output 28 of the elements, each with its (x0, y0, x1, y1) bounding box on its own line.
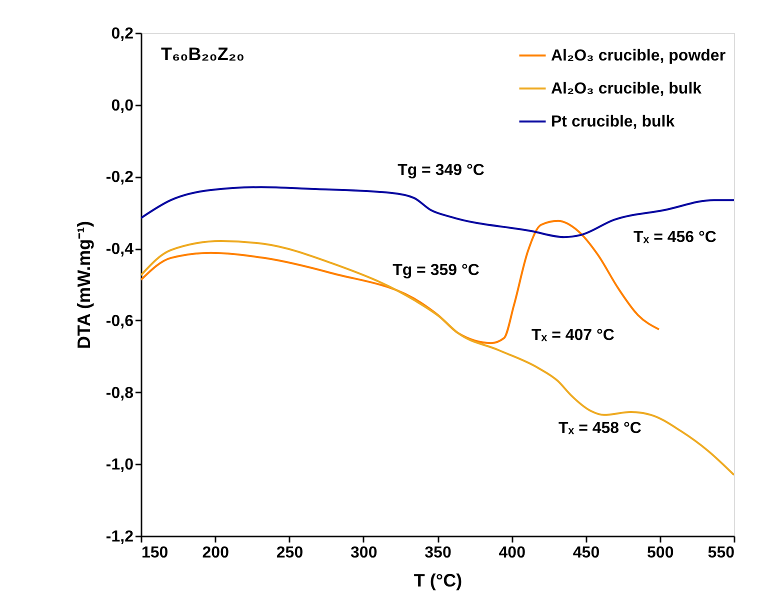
y-tick-label: -0,8 (106, 384, 134, 402)
y-tick-label: -0,6 (106, 312, 134, 330)
annotation: Tg = 349 °C (398, 162, 485, 179)
y-tick-label: -0,2 (106, 169, 134, 186)
annotation: T₆₀B₂₀Z₂₀ (161, 44, 244, 64)
legend-label: Al₂O₃ crucible, powder (551, 48, 726, 64)
legend-label: Al₂O₃ crucible, bulk (551, 80, 702, 98)
y-tick-label: 0,2 (111, 26, 134, 42)
y-tick-label: 0,0 (111, 97, 134, 114)
x-axis-title: T (°C) (414, 570, 462, 590)
x-tick-label: 550 (708, 544, 735, 562)
annotation: Tₓ = 407 °C (532, 327, 615, 344)
legend-label: Pt crucible, bulk (551, 114, 675, 130)
annotation: Tg = 359 °C (392, 262, 480, 279)
x-tick-label: 450 (572, 544, 600, 562)
x-tick-label: 500 (647, 544, 674, 562)
x-tick-label: 250 (276, 544, 304, 562)
y-tick-label: -1,0 (106, 456, 134, 474)
x-tick-label: 300 (350, 544, 378, 562)
x-tick-label: 150 (142, 544, 168, 562)
y-axis-title: DTA (mW.mg⁻¹) (74, 221, 94, 349)
x-tick-label: 400 (498, 544, 526, 562)
y-tick-label: -0,4 (106, 241, 134, 258)
x-tick-label: 350 (424, 544, 452, 562)
y-tick-label: -1,2 (106, 528, 134, 546)
annotation: Tₓ = 456 °C (634, 229, 717, 246)
x-tick-label: 200 (202, 544, 230, 562)
annotation: Tₓ = 458 °C (558, 420, 642, 437)
